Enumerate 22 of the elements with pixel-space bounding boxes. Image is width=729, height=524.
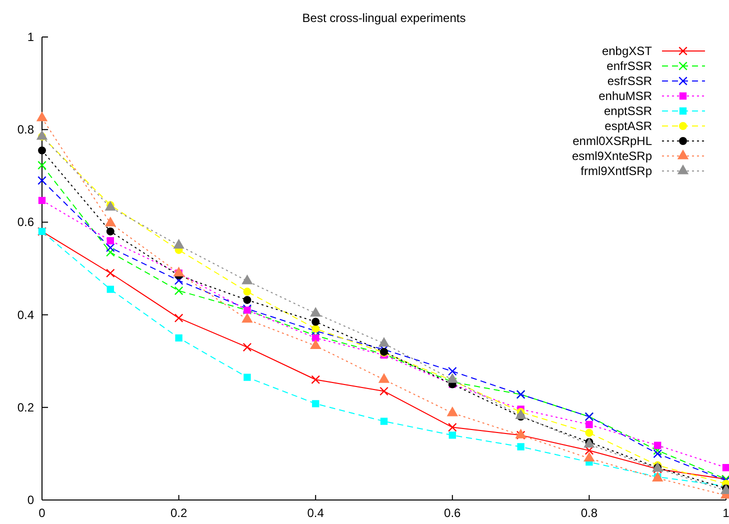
legend-label: enbgXST [602, 44, 653, 58]
y-tick-label: 0.6 [17, 215, 34, 230]
legend-label: enhuMSR [598, 89, 652, 103]
x-tick-label: 0.2 [170, 506, 188, 520]
y-tick-label: 0.2 [17, 400, 34, 414]
x-tick-label: 0.4 [307, 506, 324, 520]
x-tick-label: 0.8 [580, 506, 598, 520]
legend-label: frml9XntfSRp [580, 164, 652, 178]
y-tick-label: 1 [27, 30, 34, 44]
legend-label: esml9XnteSRp [572, 149, 652, 163]
legend-label: esptASR [604, 119, 652, 133]
y-tick-label: 0.4 [17, 308, 34, 322]
y-tick-label: 0.8 [17, 122, 34, 137]
legend-label: enml0XSRpHL [572, 134, 652, 148]
x-tick-label: 0 [38, 506, 46, 520]
legend-label: enptSSR [604, 104, 652, 118]
legend-label: esfrSSR [607, 74, 652, 88]
chart-title: Best cross-lingual experiments [302, 11, 466, 25]
legend-label: enfrSSR [606, 59, 652, 73]
x-tick-label: 1 [722, 506, 729, 520]
y-tick-label: 0 [27, 493, 34, 507]
x-tick-label: 0.6 [444, 506, 462, 520]
